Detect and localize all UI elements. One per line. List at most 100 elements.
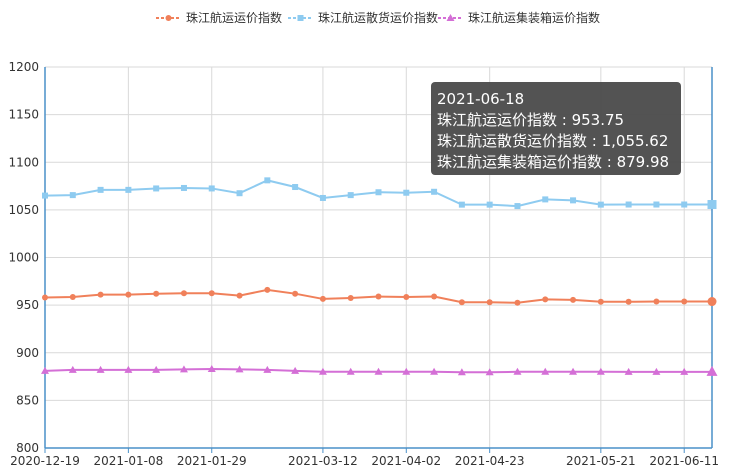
data-point[interactable] <box>542 296 549 303</box>
data-point[interactable] <box>69 192 76 199</box>
data-point[interactable] <box>375 293 382 300</box>
data-point[interactable] <box>430 367 439 375</box>
data-point[interactable] <box>403 294 410 301</box>
data-point[interactable] <box>264 286 271 293</box>
data-point[interactable] <box>264 177 271 184</box>
x-tick-label: 2021-04-23 <box>455 454 525 468</box>
data-point[interactable] <box>653 201 660 208</box>
data-point[interactable] <box>653 298 660 305</box>
data-point[interactable] <box>541 367 550 375</box>
y-tick-label: 1050 <box>8 203 39 217</box>
legend-marker[interactable] <box>297 15 304 21</box>
data-point[interactable] <box>319 194 326 201</box>
data-point[interactable] <box>625 298 632 305</box>
data-point[interactable] <box>570 296 577 303</box>
data-point[interactable] <box>402 367 411 375</box>
data-point[interactable] <box>596 367 605 375</box>
legend-marker[interactable] <box>165 15 172 21</box>
highlighted-point[interactable] <box>707 200 717 210</box>
data-point[interactable] <box>374 367 383 375</box>
data-point[interactable] <box>569 367 578 375</box>
tooltip-box <box>431 82 681 175</box>
data-point[interactable] <box>347 294 354 301</box>
data-point[interactable] <box>42 192 48 199</box>
data-point[interactable] <box>97 186 104 193</box>
highlighted-point[interactable] <box>706 365 718 376</box>
x-tick-label: 2021-03-12 <box>288 454 358 468</box>
x-tick-label: 2020-12-19 <box>10 454 80 468</box>
y-tick-label: 900 <box>16 346 39 360</box>
data-point[interactable] <box>318 367 327 375</box>
data-point[interactable] <box>346 367 355 375</box>
y-tick-label: 950 <box>16 298 39 312</box>
data-point[interactable] <box>513 367 522 375</box>
data-point[interactable] <box>124 365 133 373</box>
legend-marker[interactable] <box>446 14 455 21</box>
data-point[interactable] <box>208 290 215 297</box>
data-point[interactable] <box>291 366 300 374</box>
data-point[interactable] <box>208 185 215 192</box>
data-point[interactable] <box>236 190 243 197</box>
data-point[interactable] <box>97 291 104 298</box>
data-point[interactable] <box>624 367 633 375</box>
data-point[interactable] <box>292 184 299 191</box>
data-point[interactable] <box>96 365 105 373</box>
data-point[interactable] <box>458 299 465 306</box>
data-point[interactable] <box>179 365 188 373</box>
data-point[interactable] <box>431 293 438 300</box>
x-tick-label: 2021-01-08 <box>94 454 164 468</box>
data-point[interactable] <box>207 364 216 372</box>
data-point[interactable] <box>42 294 48 301</box>
legend-item-1[interactable]: 珠江航运运价指数 <box>156 10 282 25</box>
data-point[interactable] <box>125 186 132 193</box>
legend-item-3[interactable]: 珠江航运集装箱运价指数 <box>438 10 600 25</box>
data-point[interactable] <box>597 201 604 208</box>
legend-label: 珠江航运运价指数 <box>186 10 282 25</box>
data-point[interactable] <box>514 203 521 210</box>
data-point[interactable] <box>180 290 187 297</box>
data-point[interactable] <box>625 201 632 208</box>
data-point[interactable] <box>375 189 382 196</box>
data-point[interactable] <box>68 365 77 373</box>
data-point[interactable] <box>153 290 160 297</box>
x-tick-label: 2021-05-21 <box>566 454 636 468</box>
axes: 800 850 900 950 1000 1050 1100 1150 1200 2020-12-… <box>8 60 719 468</box>
y-tick-label: 1000 <box>8 251 39 265</box>
data-point[interactable] <box>152 365 161 373</box>
series-2 <box>42 177 717 210</box>
data-point[interactable] <box>180 184 187 191</box>
data-point[interactable] <box>319 295 326 302</box>
data-point[interactable] <box>486 201 493 208</box>
data-point[interactable] <box>486 299 493 306</box>
legend-label: 珠江航运集装箱运价指数 <box>468 10 600 25</box>
data-point[interactable] <box>41 366 49 374</box>
data-point[interactable] <box>597 298 604 305</box>
legend[interactable]: 珠江航运运价指数 珠江航运散货运价指数 珠江航运集装箱运价指数 <box>156 10 600 25</box>
data-point[interactable] <box>153 185 160 192</box>
y-tick-label: 850 <box>16 393 39 407</box>
data-point[interactable] <box>263 365 272 373</box>
data-point[interactable] <box>514 299 521 306</box>
data-point[interactable] <box>681 298 688 305</box>
tooltip-date: 2021-06-18 <box>437 90 524 108</box>
data-point[interactable] <box>570 197 577 204</box>
data-point[interactable] <box>681 201 688 208</box>
data-point[interactable] <box>431 188 438 195</box>
y-tick-label: 1100 <box>8 155 39 169</box>
data-point[interactable] <box>125 291 132 298</box>
highlighted-point[interactable] <box>707 297 717 307</box>
x-tick-label: 2021-06-11 <box>649 454 719 468</box>
data-point[interactable] <box>485 368 494 376</box>
data-point[interactable] <box>347 192 354 199</box>
data-point[interactable] <box>652 367 661 375</box>
data-point[interactable] <box>542 196 549 203</box>
legend-item-2[interactable]: 珠江航运散货运价指数 <box>288 10 438 25</box>
data-point[interactable] <box>457 368 466 376</box>
data-point[interactable] <box>235 365 244 373</box>
data-point[interactable] <box>458 201 465 208</box>
data-point[interactable] <box>680 367 689 375</box>
data-point[interactable] <box>292 290 299 297</box>
data-point[interactable] <box>69 294 76 301</box>
data-point[interactable] <box>236 292 243 299</box>
data-point[interactable] <box>403 189 410 196</box>
